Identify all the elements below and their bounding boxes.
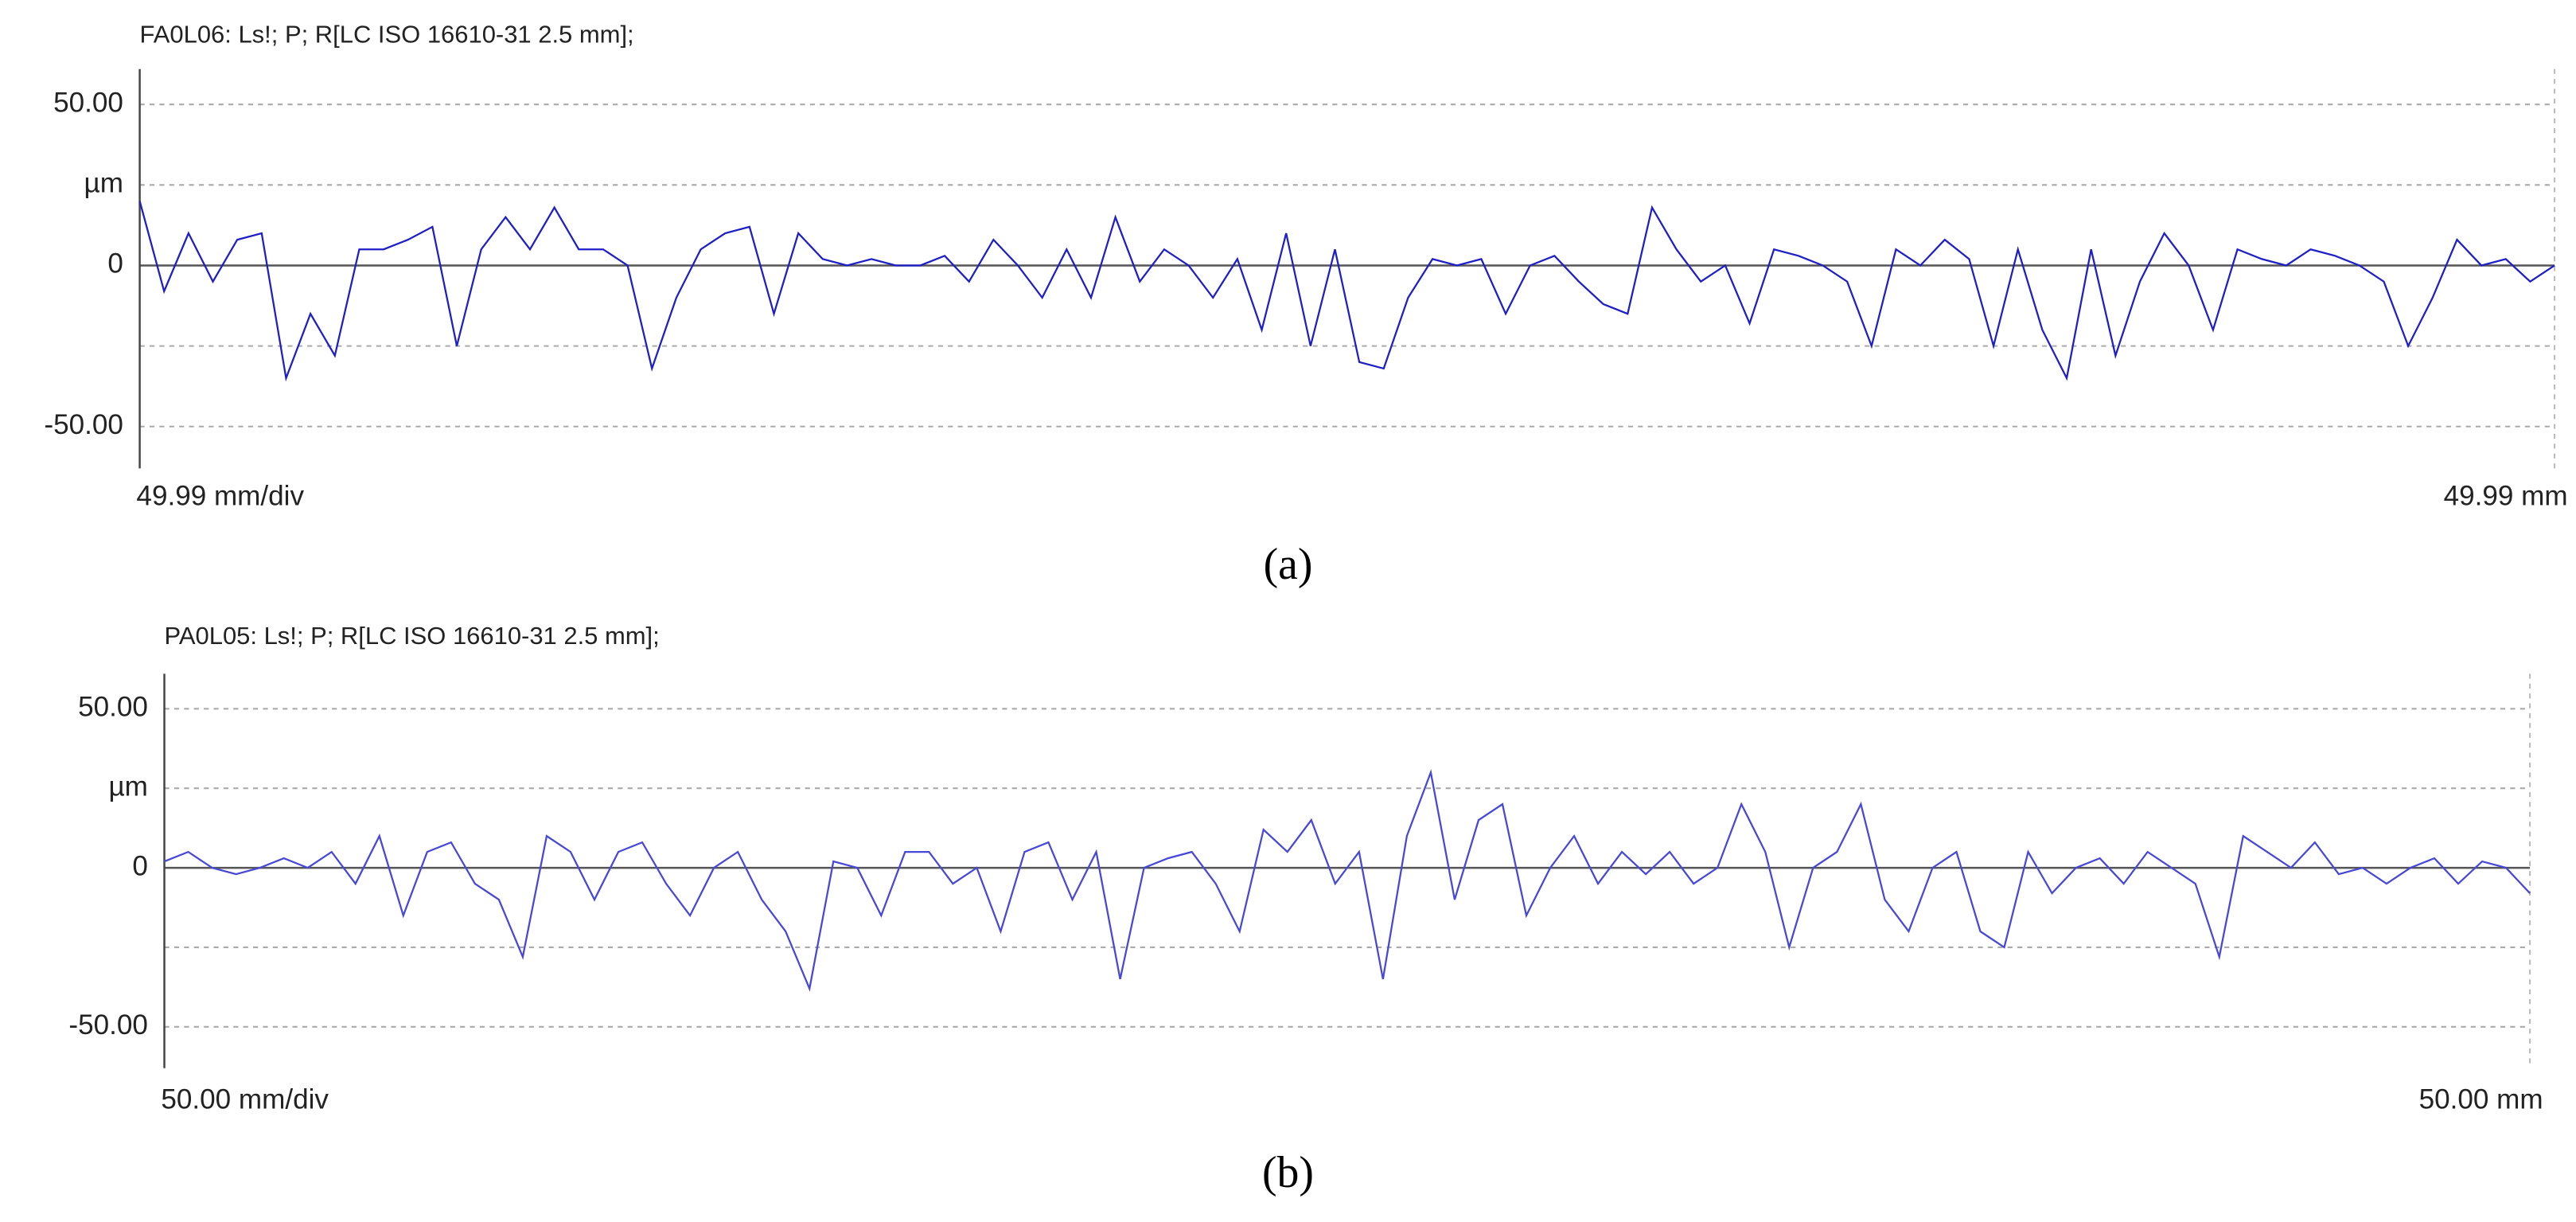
chart-title: PA0L05: Ls!; P; R[LC ISO 16610-31 2.5 mm… [165,622,660,650]
y-tick-label: -50.00 [68,1009,147,1040]
y-tick-label: µm [84,168,123,199]
y-tick-label: 0 [132,850,148,881]
y-tick-label: µm [108,771,147,802]
caption: (b) [1262,1148,1314,1197]
x-axis-end-label: 49.99 mm [2444,481,2568,512]
x-axis-label: 49.99 mm/div [136,481,304,512]
profile-line [138,201,2555,382]
chart-title: FA0L06: Ls!; P; R[LC ISO 16610-31 2.5 mm… [140,21,634,49]
x-axis-label: 50.00 mm/div [161,1083,329,1115]
profile-line [164,769,2531,992]
y-tick-label: 0 [107,248,123,279]
caption: (a) [1264,540,1313,589]
y-tick-label: 50.00 [53,87,123,118]
x-axis-end-label: 50.00 mm [2419,1083,2543,1115]
y-tick-label: 50.00 [78,692,148,723]
y-tick-label: -50.00 [44,409,123,440]
